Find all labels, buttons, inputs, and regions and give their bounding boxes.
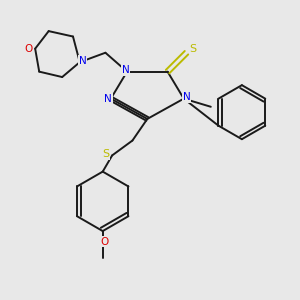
Text: S: S: [190, 44, 197, 54]
Text: S: S: [102, 149, 109, 159]
Text: N: N: [183, 92, 190, 102]
Text: N: N: [79, 56, 86, 66]
Text: O: O: [24, 44, 32, 54]
Text: N: N: [122, 65, 130, 75]
Text: N: N: [104, 94, 112, 104]
Text: O: O: [100, 237, 108, 247]
